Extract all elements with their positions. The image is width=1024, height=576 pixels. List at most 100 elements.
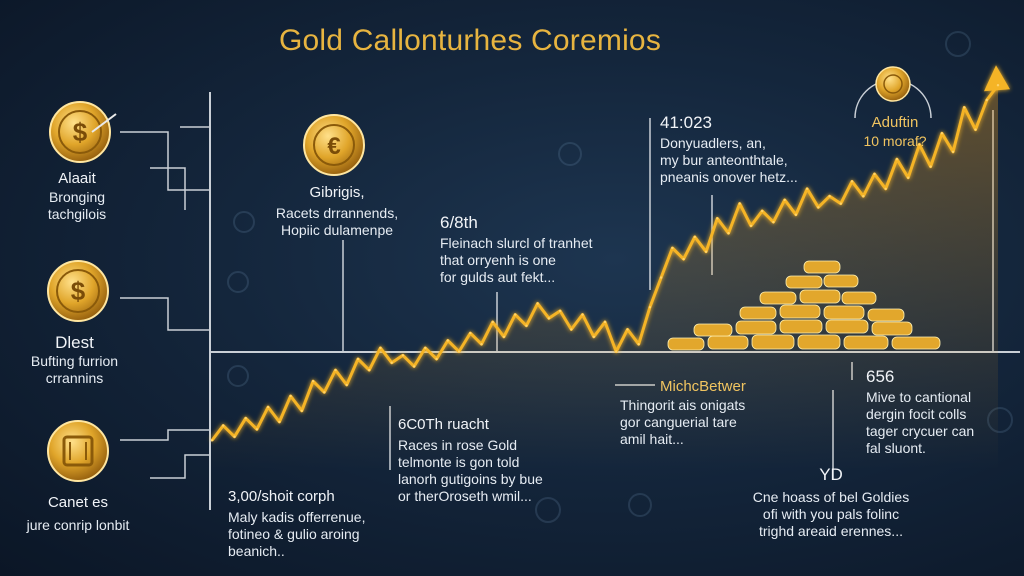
data-point: [266, 405, 270, 409]
annotation-line: fotineo & gulio aroing: [228, 526, 360, 542]
data-point: [828, 195, 831, 198]
left-label-2-line: Bufting furrion: [30, 353, 119, 369]
annotation-michc-title: MichcBetwer: [660, 378, 746, 395]
coin-dollar-2-icon: $: [47, 260, 109, 322]
data-point: [547, 317, 551, 320]
annotation-line: beanich..: [228, 543, 285, 559]
data-point: [457, 350, 461, 353]
coin-top-right-icon: [854, 66, 932, 119]
data-point: [278, 420, 281, 424]
data-point: [693, 235, 696, 239]
annotation-top-right-title: Aduftin: [871, 114, 919, 131]
data-point: [794, 213, 798, 216]
data-point: [536, 302, 539, 305]
annotation-coin-top-title: Gibrigis,: [309, 184, 365, 201]
data-point: [907, 176, 910, 179]
data-point: [648, 306, 652, 309]
annotation-yd-title: YD: [819, 465, 843, 484]
data-point: [749, 224, 753, 227]
left-label-1-line: tachgilois: [47, 206, 107, 222]
annotation-line: ofi with you pals folinc: [762, 506, 900, 522]
data-point: [895, 158, 899, 161]
annotation-line: Maly kadis offerrenue,: [228, 509, 366, 525]
price-area: [212, 85, 998, 470]
data-point: [951, 150, 955, 153]
annotation-line: Donyuadlers, an,: [660, 135, 766, 151]
data-point: [716, 217, 719, 220]
data-point: [525, 324, 528, 327]
annotation-line: amil hait...: [620, 431, 684, 447]
data-point: [491, 320, 494, 324]
data-point: [850, 180, 854, 183]
annotation-coin-top: Gibrigis, Racets drrannends, Hopiic dula…: [262, 184, 412, 239]
annotation-line: pneanis onover hetz...: [660, 169, 798, 185]
annotation-line: that orryenh is one: [440, 252, 556, 268]
data-point: [311, 380, 315, 383]
data-point: [682, 257, 685, 261]
data-point: [862, 195, 865, 198]
coin-dollar-1-icon: $: [49, 101, 117, 163]
bg-dollar-icon: [558, 142, 582, 166]
annotation-line: gor canguerial tare: [620, 414, 737, 430]
bg-dollar-icon: [535, 497, 561, 523]
left-connectors: [120, 126, 210, 479]
left-label-1-line: Bronging: [48, 189, 106, 205]
data-point: [704, 250, 708, 253]
data-point: [210, 439, 214, 442]
data-point: [659, 276, 663, 279]
annotation-line: lanorh gutigoins by bue: [398, 471, 543, 487]
data-point: [918, 143, 921, 146]
data-point: [772, 220, 775, 224]
annotation-line: or therOroseth wmil...: [398, 488, 532, 504]
annotation-line: Mive to cantional: [866, 389, 972, 405]
data-point: [805, 187, 809, 190]
left-label-2-line: crrannins: [45, 370, 104, 386]
data-point: [603, 320, 607, 324]
left-label-1-title: Alaait: [58, 170, 96, 187]
svg-text:$: $: [71, 276, 86, 306]
annotation-line: tager crycuer can: [866, 423, 975, 439]
data-point: [390, 361, 393, 364]
annotation-678-title: 6/8th: [440, 213, 478, 232]
annotation-michc: MichcBetwer Thingorit ais onigats gor ca…: [620, 378, 790, 448]
annotation-line: fal sluont.: [866, 440, 926, 456]
data-point: [615, 350, 618, 353]
left-label-1: Alaait Bronging tachgilois: [22, 170, 132, 223]
data-point: [783, 198, 786, 202]
data-point: [558, 309, 562, 313]
data-point: [963, 106, 966, 109]
data-point: [255, 428, 259, 431]
annotation-3700-title: 3,00/shoit corph: [228, 488, 335, 505]
annotation-line: dergin focit colls: [866, 406, 967, 422]
data-point: [379, 346, 382, 350]
data-point: [929, 165, 932, 168]
data-point: [446, 339, 449, 342]
data-point: [323, 391, 326, 394]
annotation-line: telmonte is gon told: [398, 454, 520, 470]
data-point: [514, 313, 517, 316]
data-point: [412, 365, 416, 368]
annotation-line: my bur anteonthtale,: [660, 152, 788, 168]
data-point: [817, 206, 820, 209]
data-point: [233, 435, 236, 438]
annotation-41023: 41:023 Donyuadlers, an, my bur anteontht…: [660, 114, 830, 186]
annotation-line: 10 moraf?: [863, 133, 927, 149]
annotation-41023-title: 41:023: [660, 113, 712, 132]
data-point: [289, 394, 292, 398]
bg-dollar-icon: [233, 211, 255, 233]
data-point: [738, 202, 741, 205]
annotation-3700: 3,00/shoit corph Maly kadis offerrenue, …: [228, 488, 398, 560]
svg-text:$: $: [73, 117, 88, 147]
left-label-3-title: Canet es: [47, 494, 109, 511]
data-point: [222, 424, 225, 427]
data-point: [502, 335, 506, 338]
chart-title: Gold Callonturhes Coremios: [278, 24, 662, 57]
bg-dollar-icon: [227, 271, 249, 293]
left-label-3-line: jure conrip lonbit: [26, 517, 130, 533]
data-point: [469, 331, 472, 335]
annotation-6c0th-title: 6C0Th ruacht: [398, 416, 489, 433]
data-point: [300, 409, 303, 412]
data-point: [974, 128, 977, 131]
data-point: [839, 202, 842, 205]
